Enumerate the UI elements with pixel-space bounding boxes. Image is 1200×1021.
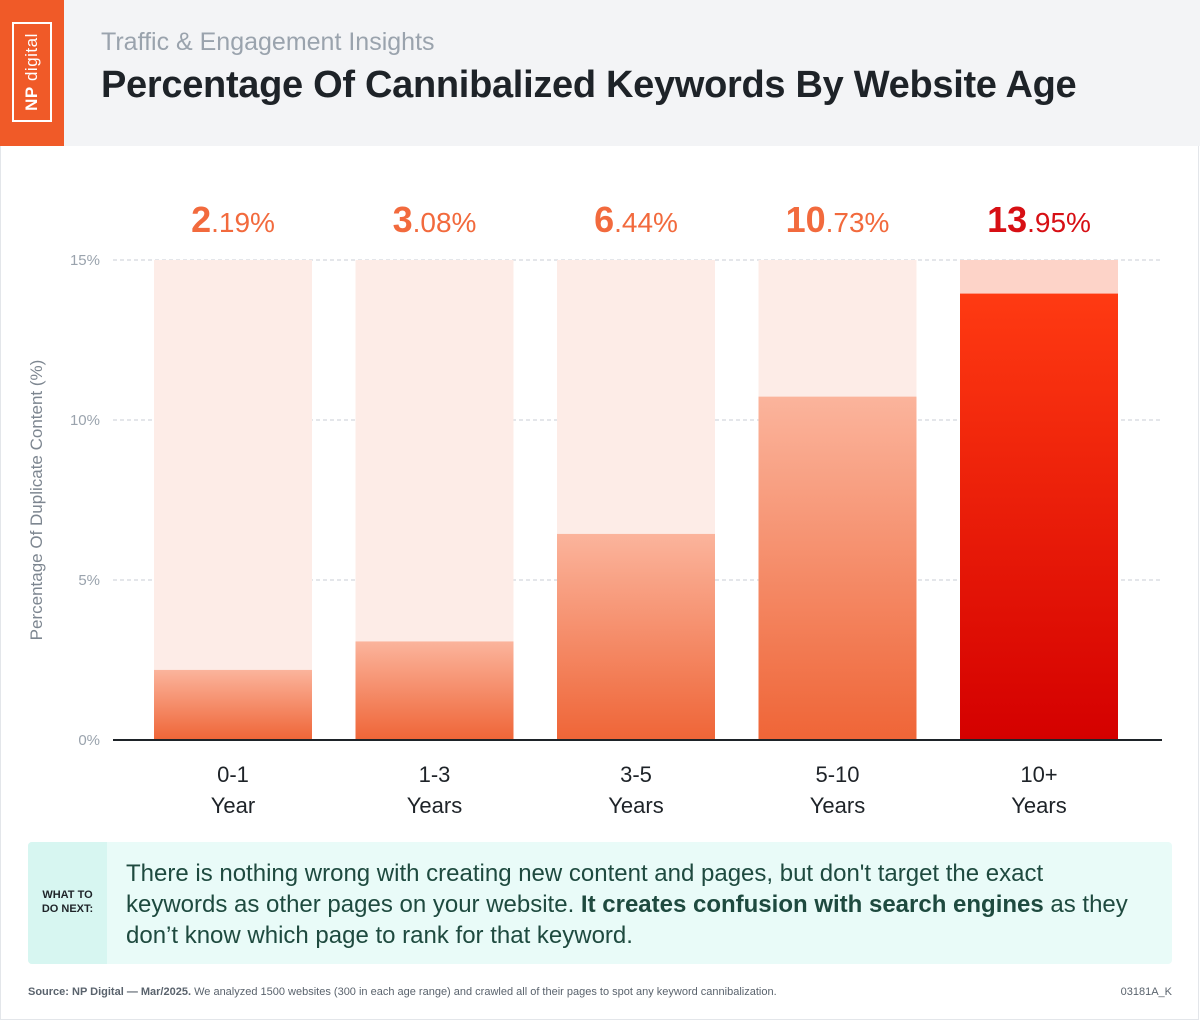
data-label-decimal: .08% [413,207,477,238]
data-label-decimal: .95% [1027,207,1091,238]
callout-label-line-2: DO NEXT: [41,903,94,915]
y-tick-label: 5% [78,572,100,589]
data-label-decimal: .44% [614,207,678,238]
x-tick-label: 3-5 [620,762,652,787]
y-tick-label: 10% [70,412,100,429]
data-label-integer: 3 [393,199,413,240]
bar [758,396,917,740]
page-subtitle: Traffic & Engagement Insights [101,28,435,56]
x-tick-label: Years [1011,793,1066,818]
callout-text: There is nothing wrong with creating new… [126,858,1146,951]
data-label: 3.08% [393,199,477,240]
x-tick-label: 10+ [1020,762,1057,787]
bar-chart: 0% 5% 10% 15% Percentage Of Duplicate Conten… [27,199,1162,818]
chart-code: 03181A_K [1120,986,1172,998]
data-label-integer: 13 [987,199,1027,240]
bar [557,533,715,740]
y-tick-label: 0% [78,732,100,749]
np-digital-logo: NP digital [0,0,64,146]
data-label-decimal: .19% [211,207,275,238]
data-label-decimal: .73% [826,207,890,238]
x-tick-label: Years [608,793,663,818]
data-label: 10.73% [786,199,890,240]
logo-text-np: NP [22,86,41,111]
callout-text-part-1: There is nothing wrong with creating new… [126,860,1044,918]
x-tick-label: Year [211,793,255,818]
callout-label-line-1: WHAT TO [42,889,93,902]
source-note: Source: NP Digital — Mar/2025. We analyz… [28,986,777,998]
data-label: 13.95% [987,199,1091,240]
y-tick-label: 15% [70,252,100,269]
x-tick-label: 5-10 [815,762,859,787]
x-tick-label: 0-1 [217,762,249,787]
logo-text: NP digital [22,33,42,111]
callout-text-part-2: as they don’t know which page to rank fo… [126,891,1128,949]
data-label: 6.44% [594,199,678,240]
what-to-do-next-callout: WHAT TO DO NEXT: There is nothing wrong … [28,842,1172,964]
bar-track [154,260,312,740]
data-label-integer: 6 [594,199,614,240]
callout-text-bold: It creates confusion with search engines [580,891,1044,918]
source-text: We analyzed 1500 websites (300 in each a… [191,986,777,998]
data-label: 2.19% [191,199,275,240]
header [0,0,1200,146]
callout-label: WHAT TO DO NEXT: [28,842,107,964]
bar [355,641,514,740]
x-tick-label: 1-3 [419,762,451,787]
logo-text-digital: digital [22,33,41,82]
logo-box: NP digital [12,22,52,122]
data-label-integer: 10 [786,199,826,240]
page-title: Percentage Of Cannibalized Keywords By W… [101,64,1077,106]
x-tick-label: Years [810,793,865,818]
data-label-integer: 2 [191,199,211,240]
bar [960,293,1118,740]
y-axis-title: Percentage Of Duplicate Content (%) [27,360,46,641]
source-bold: Source: NP Digital — Mar/2025. [28,986,192,998]
content-frame [0,146,1199,1020]
bar [154,669,312,740]
x-tick-label: Years [407,793,462,818]
